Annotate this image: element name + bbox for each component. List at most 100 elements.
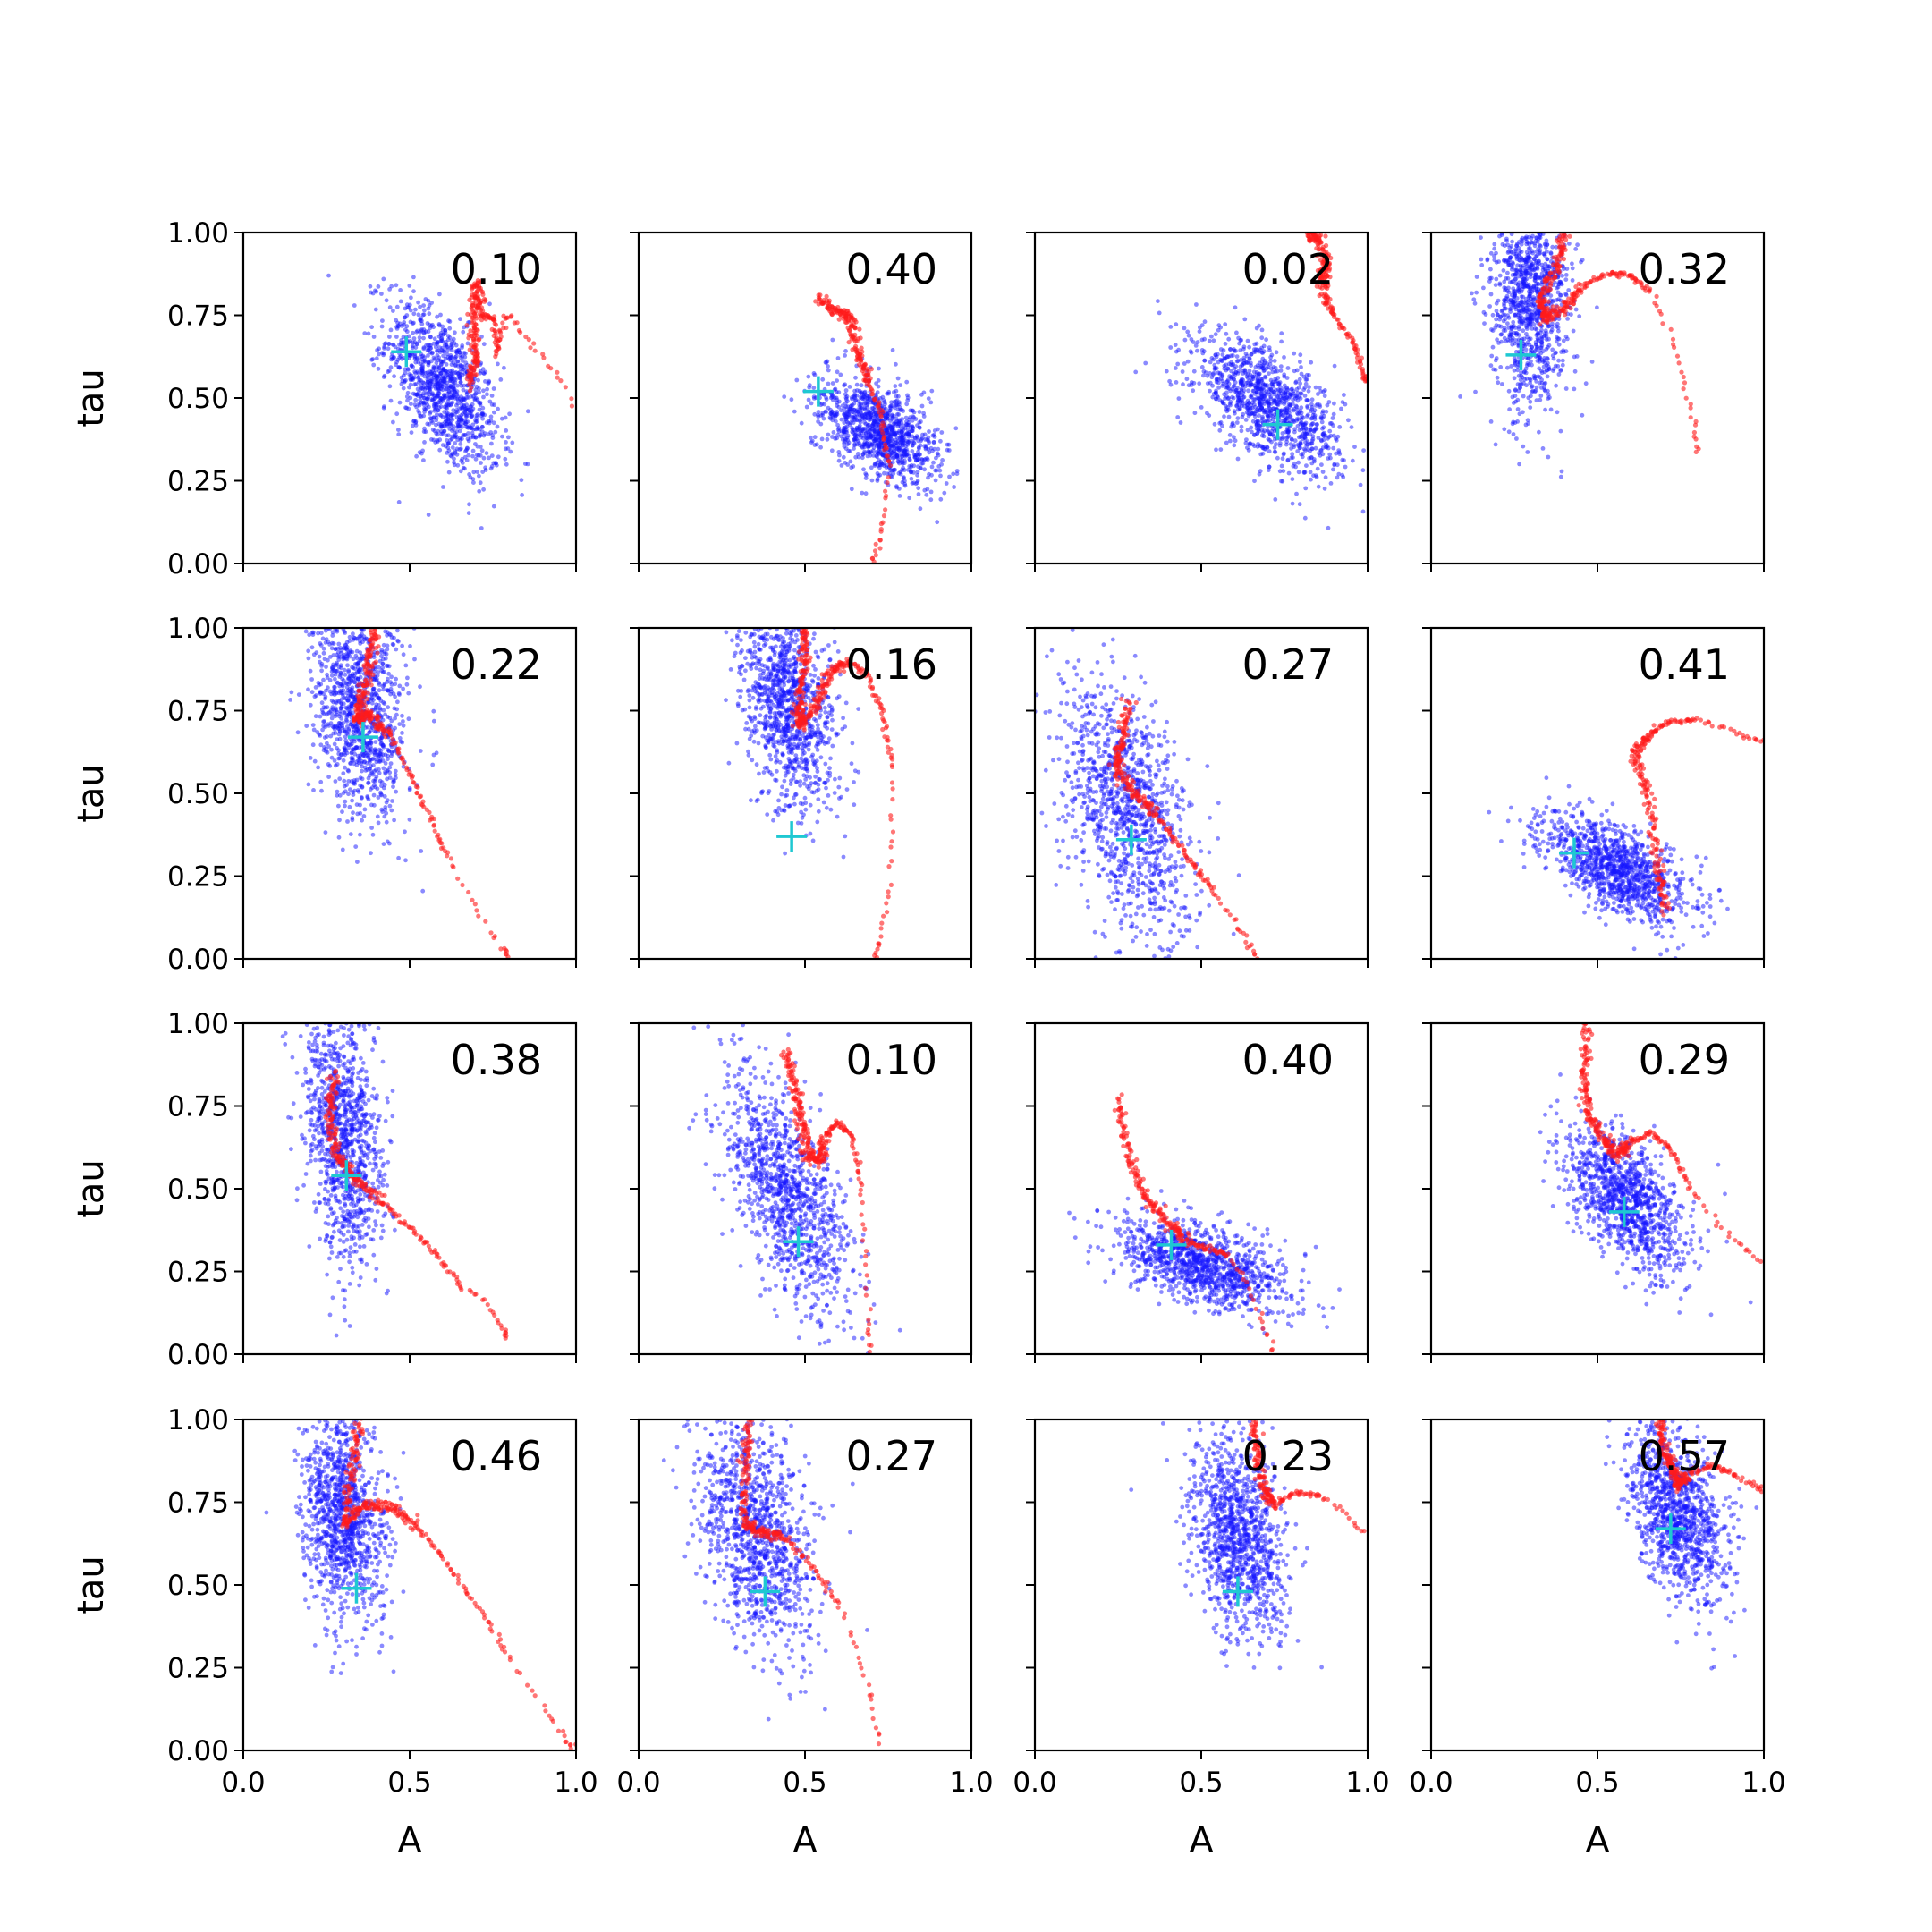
sample-point [811,386,817,390]
sample-point [1521,281,1527,286]
sample-point [824,395,828,400]
trajectory-point [882,447,887,453]
sample-point [860,452,866,457]
sample-point [1226,336,1232,342]
sample-point [382,346,386,351]
sample-point [468,435,473,440]
sample-point [835,403,839,408]
sample-point [1218,372,1223,377]
sample-point [1377,453,1382,458]
sample-point [1241,355,1247,360]
sample-point [460,343,465,348]
sample-point [1299,371,1304,377]
sample-point [854,382,860,387]
sample-point [1205,381,1210,386]
trajectory-point [518,329,523,335]
sample-point [1549,327,1555,333]
sample-point [1504,258,1509,263]
sample-point [829,448,835,453]
sample-point [425,348,430,352]
sample-point [1488,292,1494,297]
sample-point [826,364,830,369]
sample-point [1493,358,1498,363]
sample-point [910,449,915,453]
trajectory-point [470,301,476,306]
sample-point [1268,386,1273,392]
sample-point [1525,418,1530,423]
sample-point [865,453,870,459]
sample-point [1580,412,1585,418]
sample-point [859,383,864,388]
trajectory-point [833,305,838,311]
trajectory-point [872,398,878,403]
sample-point [842,444,847,449]
sample-point [1518,228,1522,233]
sample-point [1292,443,1297,447]
sample-point [1560,273,1564,278]
sample-point [906,468,911,472]
sample-point [1301,451,1305,456]
sample-point [485,386,489,392]
sample-point [502,365,506,370]
sample-point [1229,369,1233,374]
sample-point [835,369,840,375]
sample-point [434,431,439,436]
sample-point [1538,375,1542,380]
sample-point [405,390,411,395]
sample-point [431,437,436,443]
sample-point [487,455,491,461]
sample-point [409,295,413,301]
sample-point [1227,433,1233,437]
sample-point [453,330,457,335]
sample-point [1538,397,1543,402]
trajectory-point [887,462,894,469]
y-tick-label: 0.75 [167,301,229,333]
sample-point [1515,419,1520,424]
sample-point [1560,358,1565,363]
sample-point [1534,398,1539,403]
sample-point [1224,409,1230,414]
sample-point [1320,470,1326,474]
sample-point [421,396,427,401]
sample-point [1182,361,1187,366]
sample-point [1536,220,1540,225]
sample-point [1266,468,1271,472]
sample-point [396,365,402,370]
sample-point [1511,432,1516,436]
sample-point [476,377,480,383]
sample-point [858,428,863,434]
sample-point [1295,411,1301,417]
sample-point [794,377,800,383]
trajectory-point [880,409,886,414]
sample-point [1235,407,1241,412]
sample-point [1305,414,1309,419]
sample-point [1225,366,1231,371]
sample-point [1301,415,1306,420]
sample-point [1342,458,1346,462]
sample-point [458,428,462,434]
sample-point [905,395,911,401]
sample-point [1235,456,1241,462]
sample-point [1245,428,1250,433]
sample-point [381,405,386,411]
sample-point [413,382,419,386]
sample-point [1269,366,1274,371]
sample-point [413,397,419,402]
sample-point [845,404,851,409]
trajectory-point [472,313,479,318]
sample-point [936,464,942,469]
sample-point [491,386,496,391]
sample-point [1282,374,1287,379]
sample-point [415,328,419,334]
sample-point [913,453,918,457]
sample-point [1558,368,1563,372]
sample-point [858,394,863,400]
trajectory-point [886,453,891,459]
sample-point [475,470,480,474]
sample-point [1514,436,1519,441]
sample-point [886,426,891,431]
sample-point [927,471,931,477]
sample-point [929,464,935,470]
sample-point [411,336,417,341]
sample-point [488,414,494,419]
